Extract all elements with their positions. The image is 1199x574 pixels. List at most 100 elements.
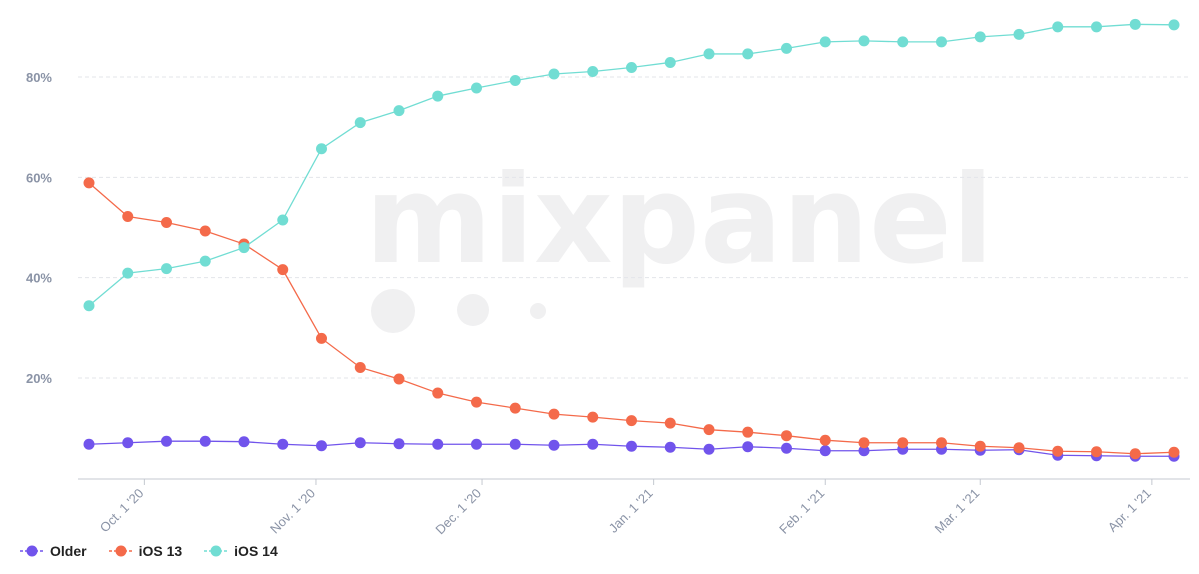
data-point-ios-14[interactable] (819, 36, 831, 48)
legend-item-ios14[interactable]: iOS 14 (204, 543, 278, 559)
data-point-ios-13[interactable] (858, 437, 870, 449)
data-point-ios-13[interactable] (1013, 442, 1025, 454)
data-point-ios-14[interactable] (316, 143, 327, 155)
data-point-ios-13[interactable] (199, 225, 211, 237)
data-point-ios-13[interactable] (587, 411, 599, 423)
data-point-older[interactable] (316, 440, 327, 452)
data-point-ios-14[interactable] (199, 255, 211, 267)
data-point-older[interactable] (664, 441, 676, 453)
watermark-dot-small (530, 303, 546, 319)
data-point-older[interactable] (277, 438, 289, 450)
data-point-ios-13[interactable] (354, 361, 366, 373)
data-point-ios-14[interactable] (354, 117, 366, 129)
y-tick-label: 80% (26, 70, 52, 85)
legend-label-ios14: iOS 14 (234, 543, 278, 559)
data-point-ios-14[interactable] (548, 68, 560, 80)
y-tick-label: 60% (26, 170, 52, 185)
data-point-older[interactable] (354, 437, 366, 449)
data-point-ios-13[interactable] (83, 177, 95, 189)
x-tick-label: Mar. 1 '21 (932, 486, 983, 537)
data-point-ios-13[interactable] (664, 417, 676, 429)
data-point-ios-13[interactable] (1129, 448, 1141, 460)
data-point-ios-13[interactable] (432, 387, 444, 399)
data-point-ios-14[interactable] (1129, 18, 1141, 30)
data-point-ios-13[interactable] (393, 373, 405, 385)
x-tick-label: Apr. 1 '21 (1105, 486, 1154, 535)
data-point-older[interactable] (161, 435, 172, 447)
data-point-older[interactable] (703, 443, 715, 455)
data-point-ios-14[interactable] (1052, 21, 1064, 33)
data-point-ios-13[interactable] (509, 402, 521, 414)
data-point-ios-13[interactable] (781, 430, 792, 442)
data-point-ios-14[interactable] (742, 48, 754, 60)
data-point-ios-14[interactable] (509, 75, 521, 87)
data-point-older[interactable] (509, 438, 521, 450)
data-point-ios-13[interactable] (122, 210, 134, 222)
data-point-ios-13[interactable] (936, 437, 947, 449)
data-point-ios-14[interactable] (238, 242, 250, 254)
data-point-ios-13[interactable] (703, 424, 715, 436)
legend-label-ios13: iOS 13 (138, 543, 183, 559)
watermark-dot-large (371, 289, 415, 333)
data-point-ios-14[interactable] (703, 48, 715, 60)
data-point-ios-13[interactable] (161, 216, 172, 228)
data-point-ios-13[interactable] (1168, 446, 1180, 458)
data-point-ios-14[interactable] (781, 42, 792, 54)
data-point-ios-13[interactable] (742, 426, 754, 438)
data-point-ios-14[interactable] (626, 61, 637, 73)
data-point-ios-14[interactable] (393, 105, 405, 117)
data-point-ios-14[interactable] (1013, 28, 1025, 40)
data-point-ios-14[interactable] (897, 36, 909, 48)
x-tick-label: Jan. 1 '21 (606, 486, 656, 536)
data-point-ios-13[interactable] (897, 437, 909, 449)
data-point-ios-13[interactable] (1052, 445, 1064, 457)
legend-swatch-ios14-icon (204, 545, 229, 557)
legend-item-older[interactable]: Older (20, 543, 87, 559)
data-point-older[interactable] (742, 441, 754, 453)
data-point-ios-13[interactable] (548, 408, 560, 420)
data-point-ios-14[interactable] (587, 65, 599, 77)
data-point-older[interactable] (432, 438, 444, 450)
x-tick-label: Nov. 1 '20 (267, 486, 318, 537)
data-point-older[interactable] (781, 442, 792, 454)
legend-label-older: Older (50, 543, 87, 559)
data-point-ios-13[interactable] (819, 434, 831, 446)
data-point-ios-14[interactable] (432, 90, 444, 102)
data-point-ios-13[interactable] (974, 440, 986, 452)
data-point-older[interactable] (626, 440, 637, 452)
data-point-ios-14[interactable] (83, 300, 95, 312)
data-point-ios-14[interactable] (122, 267, 134, 279)
data-point-ios-13[interactable] (277, 264, 289, 276)
data-point-ios-13[interactable] (626, 415, 637, 427)
data-point-ios-13[interactable] (471, 396, 482, 408)
data-point-older[interactable] (819, 445, 831, 457)
data-point-ios-14[interactable] (974, 31, 986, 43)
x-axis: Oct. 1 '20 Nov. 1 '20 Dec. 1 '20 Jan. 1 '21… (78, 478, 1190, 538)
data-point-older[interactable] (83, 438, 95, 450)
data-point-ios-13[interactable] (1091, 446, 1102, 458)
data-point-older[interactable] (858, 445, 870, 457)
data-point-ios-14[interactable] (277, 214, 289, 226)
data-point-ios-13[interactable] (316, 332, 327, 344)
y-grid (78, 76, 1190, 379)
data-point-older[interactable] (199, 435, 211, 447)
data-point-ios-14[interactable] (1168, 19, 1180, 31)
watermark-dot-medium (457, 294, 489, 326)
data-point-older[interactable] (548, 439, 560, 451)
data-point-older[interactable] (122, 437, 134, 449)
data-point-older[interactable] (587, 438, 599, 450)
data-point-ios-14[interactable] (936, 36, 947, 48)
data-point-ios-14[interactable] (1091, 21, 1102, 33)
data-point-older[interactable] (238, 436, 250, 448)
series-layer (83, 18, 1180, 462)
x-tick-label: Dec. 1 '20 (432, 486, 484, 538)
data-point-older[interactable] (471, 438, 482, 450)
legend-swatch-ios13-icon (108, 545, 133, 557)
legend-item-ios13[interactable]: iOS 13 (108, 543, 183, 559)
legend: Older iOS 13 iOS 14 (20, 543, 278, 559)
data-point-ios-14[interactable] (858, 35, 870, 47)
data-point-ios-14[interactable] (664, 56, 676, 68)
data-point-ios-14[interactable] (471, 82, 482, 94)
data-point-older[interactable] (393, 438, 405, 450)
data-point-ios-14[interactable] (161, 263, 172, 275)
